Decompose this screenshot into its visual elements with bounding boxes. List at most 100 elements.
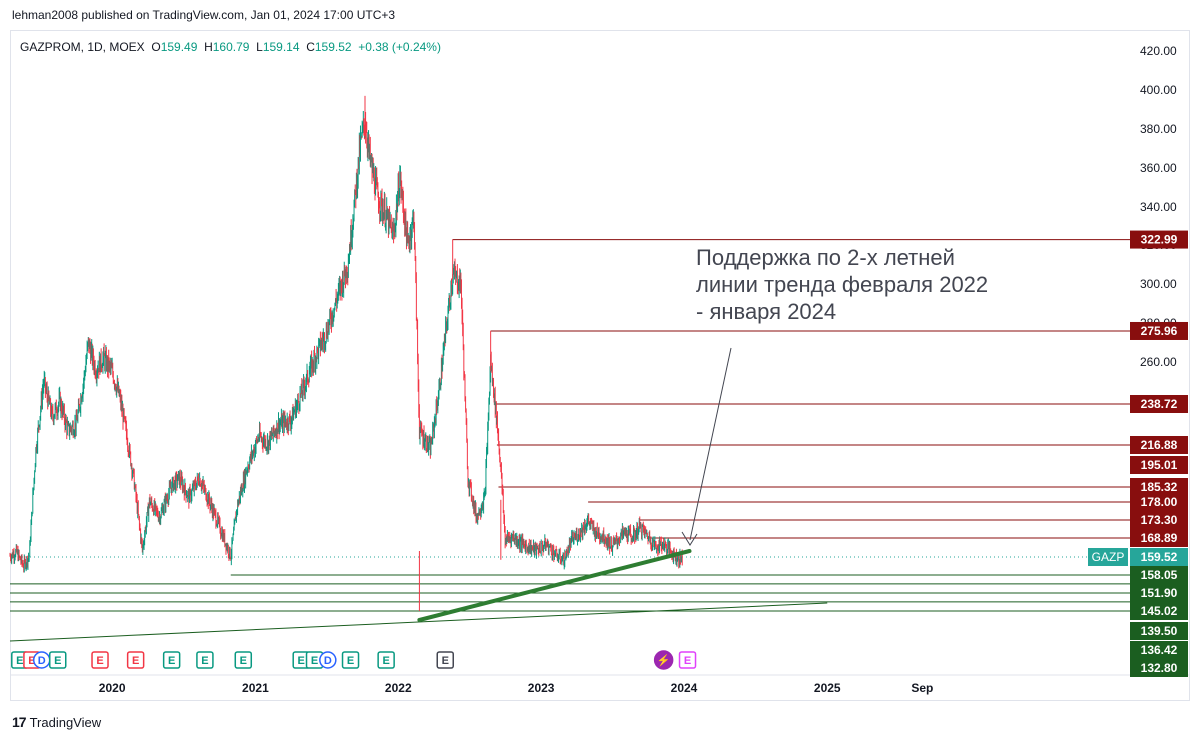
annotation-line-2: линии тренда февраля 2022 <box>696 272 989 297</box>
event-marker[interactable] <box>341 651 360 669</box>
event-marker-label: E <box>442 655 449 667</box>
last-price-tag <box>1130 548 1188 566</box>
resistance-tag-label: 173.30 <box>1141 513 1178 527</box>
resistance-tag <box>1130 436 1188 454</box>
support-tag <box>1130 659 1188 677</box>
event-marker[interactable] <box>49 651 67 669</box>
annotation-text: Поддержка по 2-х летней линии тренда фев… <box>696 244 988 325</box>
event-marker-label: E <box>16 655 23 667</box>
event-marker[interactable] <box>678 651 697 669</box>
resistance-tag-label: 185.32 <box>1141 480 1178 494</box>
support-tag-label: 132.80 <box>1141 661 1178 675</box>
event-marker-label: D <box>324 655 332 667</box>
resistance-tag-label: 238.72 <box>1141 397 1178 411</box>
y-tick-label: 300.00 <box>1140 277 1177 291</box>
footer: 17 TradingView <box>12 714 101 730</box>
y-tick-label: 360.00 <box>1140 161 1177 175</box>
x-tick-label: 2023 <box>528 681 555 695</box>
symbol-tag-label: GAZP <box>1092 550 1125 564</box>
legend-symbol: GAZPROM, 1D, MOEX <box>20 40 145 54</box>
event-marker-label: E <box>298 655 305 667</box>
legend-high-label: H <box>204 40 213 54</box>
support-tag <box>1130 622 1188 640</box>
x-tick-label: 2022 <box>385 681 412 695</box>
annotation-line-1: Поддержка по 2-х летней <box>696 245 955 270</box>
ohlc-legend: GAZPROM, 1D, MOEX O159.49 H160.79 L159.1… <box>20 40 441 54</box>
trendline-long <box>9 602 828 642</box>
support-tag <box>1130 641 1188 659</box>
support-tag-label: 136.42 <box>1141 643 1178 657</box>
event-marker[interactable] <box>91 651 109 669</box>
support-tag <box>1130 566 1188 584</box>
resistance-tag <box>1130 529 1188 547</box>
y-tick-label: 380.00 <box>1140 122 1177 136</box>
resistance-tag <box>1130 456 1188 474</box>
event-marker-label: E <box>240 655 247 667</box>
event-marker-label: E <box>28 655 35 667</box>
resistance-tag <box>1130 395 1188 413</box>
x-tick-label: 2021 <box>242 681 269 695</box>
y-tick-label: 340.00 <box>1140 200 1177 214</box>
x-tick-label: 2020 <box>99 681 126 695</box>
event-marker-label: E <box>347 655 354 667</box>
event-marker-label: E <box>168 655 175 667</box>
resistance-tag <box>1130 511 1188 529</box>
x-tick-label: 2024 <box>671 681 698 695</box>
event-marker-label: E <box>684 655 691 667</box>
event-marker-label: E <box>382 655 389 667</box>
support-tag-label: 145.02 <box>1141 604 1178 618</box>
support-tag-label: 139.50 <box>1141 624 1178 638</box>
resistance-tag <box>1130 478 1188 496</box>
annotation-arrow <box>689 347 732 541</box>
resistance-tag-label: 275.96 <box>1141 324 1178 338</box>
legend-high: 160.79 <box>212 40 250 54</box>
y-tick-label: 260.00 <box>1140 355 1177 369</box>
legend-close-label: C <box>306 40 315 54</box>
event-marker[interactable] <box>653 650 674 670</box>
x-tick-label: Sep <box>911 681 933 695</box>
event-marker[interactable] <box>377 651 395 669</box>
last-price-tag-label: 159.52 <box>1141 550 1178 564</box>
resistance-tag <box>1130 230 1188 249</box>
resistance-tag-label: 322.99 <box>1141 233 1178 247</box>
support-tag <box>1130 584 1188 602</box>
legend-open-label: O <box>151 40 161 54</box>
trendline-main <box>417 549 692 622</box>
event-marker[interactable] <box>126 651 145 669</box>
resistance-tag-label: 216.88 <box>1141 438 1178 452</box>
event-marker[interactable] <box>196 651 214 669</box>
support-tag <box>1130 602 1188 620</box>
x-tick-label: 2025 <box>814 681 841 695</box>
event-marker-label: E <box>96 655 103 667</box>
annotation-arrow-head <box>681 531 698 546</box>
legend-low-label: L <box>256 40 263 54</box>
legend-open: 159.49 <box>160 40 198 54</box>
y-tick-label: 420.00 <box>1140 44 1177 58</box>
publisher-line: lehman2008 published on TradingView.com,… <box>12 8 396 22</box>
event-marker[interactable] <box>319 651 337 669</box>
resistance-tag <box>1130 493 1188 511</box>
chart-frame <box>10 30 1190 701</box>
legend-change: +0.38 (+0.24%) <box>358 40 441 54</box>
legend-low: 159.14 <box>262 40 300 54</box>
event-marker-label: D <box>38 655 46 667</box>
event-marker-label: E <box>132 655 139 667</box>
y-tick-label: 400.00 <box>1140 83 1177 97</box>
event-marker-label: ⚡ <box>657 654 671 667</box>
legend-close: 159.52 <box>314 40 352 54</box>
resistance-tag-label: 195.01 <box>1141 458 1178 472</box>
resistance-tag <box>1130 321 1188 340</box>
support-tag-label: 158.05 <box>1141 568 1178 582</box>
tradingview-logo-icon[interactable]: 17 <box>12 714 27 730</box>
event-marker[interactable] <box>436 651 454 669</box>
event-marker[interactable] <box>234 651 253 669</box>
event-marker[interactable] <box>162 651 181 669</box>
resistance-tag-label: 168.89 <box>1141 531 1178 545</box>
footer-brand: TradingView <box>29 714 102 730</box>
symbol-tag <box>1088 548 1128 566</box>
resistance-tag-label: 178.00 <box>1141 495 1178 509</box>
event-marker-label: E <box>201 655 208 667</box>
event-marker-label: E <box>311 655 318 667</box>
event-marker-label: E <box>54 655 61 667</box>
